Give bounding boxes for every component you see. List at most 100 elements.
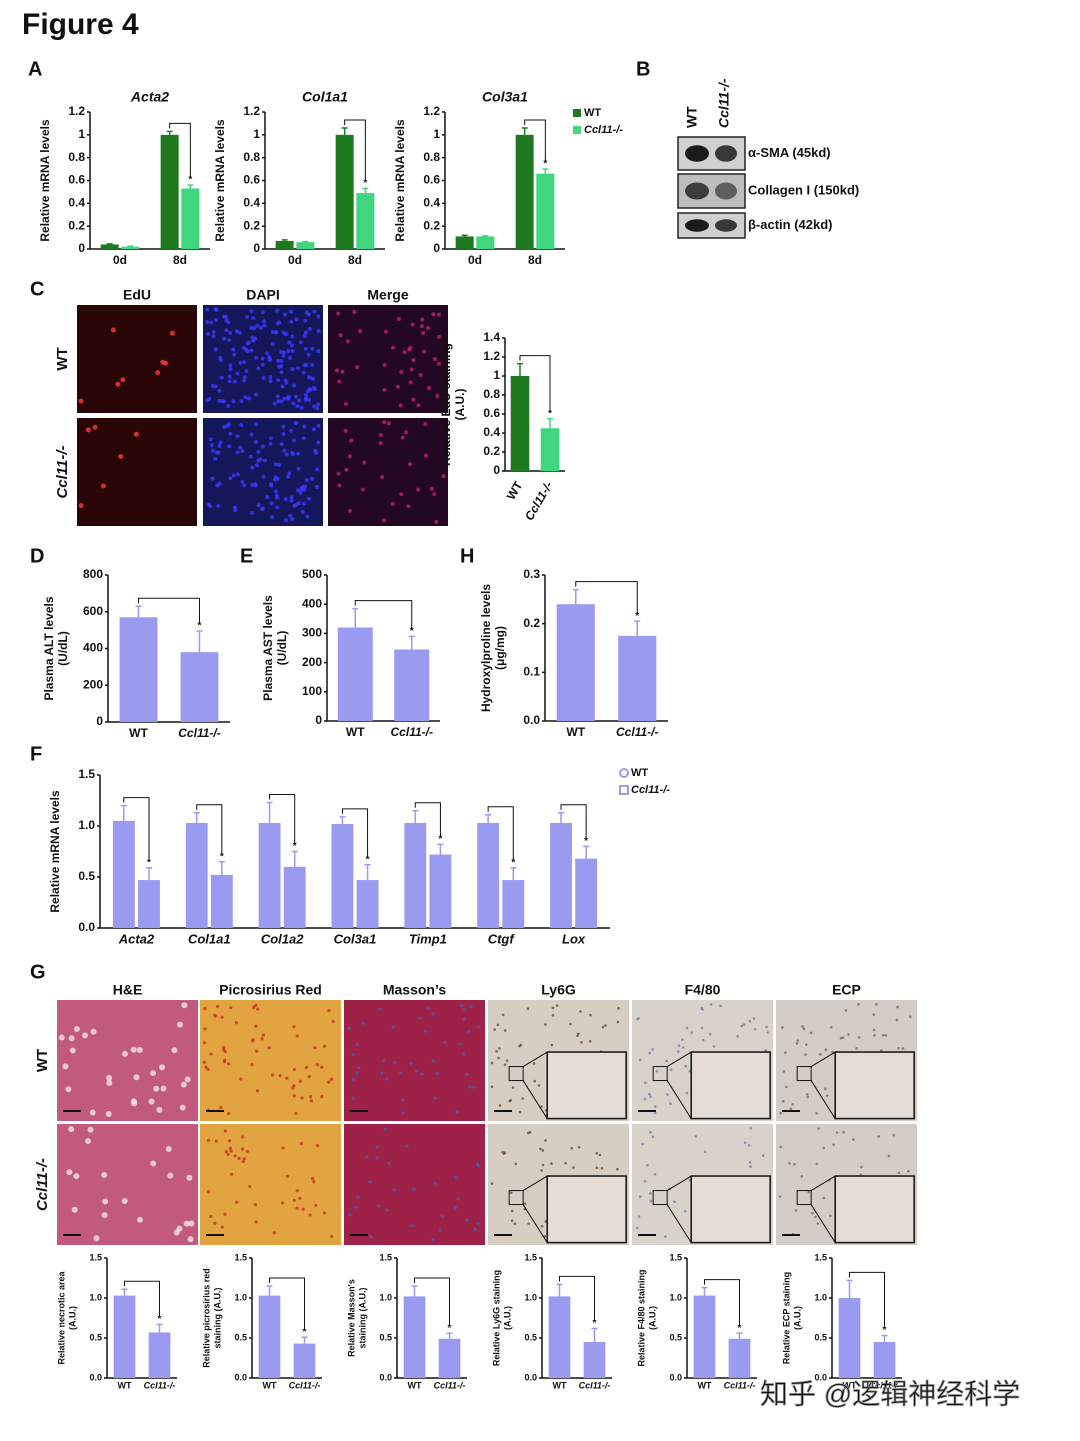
cell: [336, 471, 341, 476]
cell: [240, 448, 245, 453]
cell: [228, 1146, 232, 1150]
x-tick-label: 0d: [288, 253, 302, 267]
cell: [432, 491, 437, 496]
cell: [655, 1069, 659, 1073]
x-tick-label: Ccl11-/-: [289, 1380, 321, 1390]
y-tick-label: 1.0: [379, 1292, 392, 1302]
cell: [401, 1111, 405, 1115]
y-tick-label: 0: [493, 463, 500, 477]
bar: [258, 822, 281, 928]
cell: [701, 1008, 704, 1011]
cell: [281, 353, 286, 358]
cell: [279, 370, 284, 375]
significance-bracket: [560, 804, 587, 839]
cell: [316, 402, 321, 407]
y-tick-label: 400: [83, 641, 103, 655]
cell: [239, 399, 244, 404]
blot-band: [715, 145, 737, 162]
cell: [292, 1067, 296, 1072]
cell: [505, 1059, 509, 1062]
y-tick-label: 0.3: [523, 567, 540, 581]
significance-bracket: [414, 1277, 450, 1326]
cell: [288, 428, 293, 433]
cell: [183, 1220, 190, 1227]
bar: [502, 880, 525, 928]
cell: [411, 358, 416, 363]
cell: [892, 1133, 896, 1137]
cell: [167, 1172, 174, 1179]
image-column-label: Masson’s: [383, 982, 446, 998]
x-tick-label: Ccl11-/-: [434, 1380, 466, 1390]
bar: [148, 1332, 171, 1378]
cell: [438, 1228, 442, 1232]
cell: [217, 443, 222, 448]
cell: [541, 1149, 545, 1152]
cell: [399, 492, 404, 497]
cell: [289, 343, 294, 348]
cell: [283, 312, 288, 317]
cell: [303, 330, 308, 335]
cell: [354, 1205, 358, 1209]
cell: [171, 1047, 178, 1054]
cell: [240, 480, 245, 485]
cell: [835, 1131, 839, 1134]
significance-bracket: [849, 1271, 885, 1328]
cell: [673, 1200, 676, 1204]
cell: [437, 334, 442, 339]
cell: [433, 1096, 437, 1100]
bar: [515, 134, 534, 249]
cell: [804, 1053, 807, 1056]
cell: [527, 1222, 530, 1225]
cell: [740, 1024, 743, 1028]
cell: [331, 1019, 335, 1023]
cell: [92, 424, 98, 430]
cell: [224, 318, 229, 323]
y-tick-label: 0.5: [669, 1332, 682, 1342]
x-tick-label: WT: [698, 1380, 712, 1390]
cell: [65, 1086, 72, 1093]
cell: [242, 1157, 246, 1161]
cell: [844, 1009, 848, 1012]
cell: [681, 1038, 684, 1042]
inset-source: [508, 1190, 524, 1206]
cell: [278, 349, 283, 354]
cell: [643, 1081, 647, 1085]
cell: [649, 1199, 653, 1203]
cell: [227, 444, 232, 449]
image-column-label: F4/80: [685, 982, 721, 998]
significance-bracket: [269, 1277, 305, 1330]
cell: [337, 379, 342, 384]
significance-mark: *: [188, 175, 192, 186]
cell: [290, 450, 295, 455]
micrograph: [344, 1000, 485, 1121]
cell: [831, 1050, 834, 1054]
cell: [352, 309, 357, 314]
cell: [498, 1104, 502, 1107]
figure-title: Figure 4: [22, 8, 139, 41]
cell: [242, 483, 247, 488]
cell: [121, 1050, 128, 1057]
cell: [361, 1021, 365, 1025]
cell: [295, 488, 300, 493]
significance-mark: *: [548, 408, 552, 419]
cell: [901, 1047, 905, 1050]
cell: [595, 1166, 599, 1170]
cell: [493, 1028, 497, 1031]
cell: [510, 1209, 514, 1213]
cell: [251, 316, 256, 321]
cell: [224, 1150, 228, 1154]
cell: [550, 1162, 553, 1166]
cell: [387, 1161, 391, 1165]
cell: [209, 443, 214, 448]
micrograph: [344, 1124, 485, 1245]
cell: [637, 1215, 641, 1218]
y-tick-label: 1.5: [814, 1252, 827, 1262]
cell: [800, 1175, 804, 1178]
image-column-label: EdU: [123, 287, 151, 303]
cell: [399, 1071, 403, 1075]
cell: [253, 1203, 257, 1207]
cell: [285, 1174, 289, 1178]
cell: [202, 1041, 207, 1045]
significance-bracket: [341, 808, 369, 857]
cell: [690, 1031, 694, 1034]
